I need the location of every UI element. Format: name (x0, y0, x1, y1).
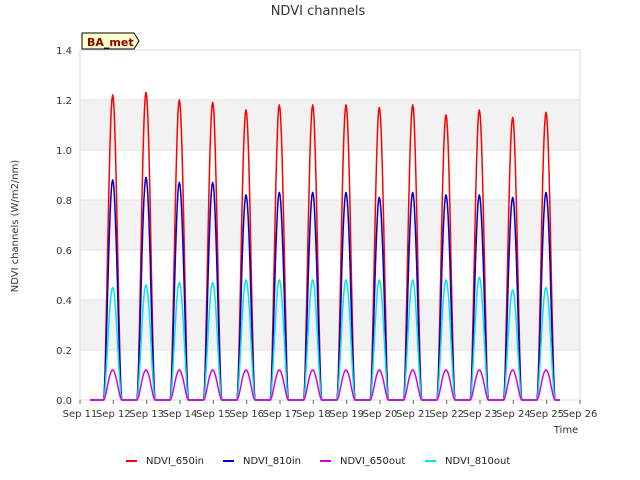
data-point-NDVI_650out (145, 369, 147, 371)
y-tick-label: 1.2 (56, 96, 72, 107)
data-point-NDVI_810out (178, 281, 181, 284)
y-tick-label: 0.0 (56, 396, 72, 407)
data-point-NDVI_650in (311, 104, 314, 106)
data-point-NDVI_650out (211, 369, 214, 371)
x-axis-label: Time (553, 425, 578, 436)
data-point-NDVI_650out (345, 369, 347, 371)
y-tick-label: 0.2 (56, 346, 72, 357)
data-point-NDVI_650in (478, 109, 481, 111)
data-point-NDVI_650out (245, 369, 247, 371)
data-point-NDVI_650in (411, 104, 414, 106)
data-point-NDVI_650in (111, 94, 114, 96)
data-point-NDVI_810in (111, 179, 114, 181)
data-point-NDVI_650in (211, 101, 214, 104)
data-point-NDVI_810out (311, 279, 314, 281)
data-point-NDVI_810out (345, 279, 347, 281)
data-point-NDVI_810out (545, 286, 547, 289)
data-point-NDVI_810in (511, 196, 514, 199)
x-tick-label: Sep 25 (529, 409, 564, 420)
data-point-NDVI_650out (545, 369, 547, 371)
y-tick-label: 1.4 (56, 46, 72, 57)
data-point-NDVI_650out (278, 369, 281, 371)
data-point-NDVI_810out (445, 279, 447, 281)
data-point-NDVI_810in (478, 194, 481, 196)
plot-band (80, 100, 580, 150)
data-point-NDVI_650in (511, 116, 514, 119)
data-point-NDVI_810out (478, 276, 481, 279)
data-point-NDVI_650out (411, 369, 414, 371)
x-tick-label: Sep 13 (129, 409, 164, 420)
x-tick-label: Sep 12 (96, 409, 131, 420)
data-point-NDVI_810in (245, 194, 247, 196)
x-tick-label: Sep 26 (563, 409, 598, 420)
data-point-NDVI_650in (178, 99, 181, 101)
series-line-NDVI_650out (90, 369, 560, 401)
data-point-NDVI_650in (378, 106, 381, 109)
data-point-NDVI_650out (311, 369, 314, 371)
data-point-NDVI_810in (178, 181, 181, 184)
data-point-NDVI_810in (145, 176, 147, 179)
data-point-NDVI_810out (511, 289, 514, 291)
x-tick-label: Sep 15 (196, 409, 231, 420)
data-point-NDVI_650out (178, 369, 181, 371)
x-tick-label: Sep 24 (496, 409, 531, 420)
data-point-NDVI_810out (278, 279, 281, 281)
data-point-NDVI_650in (145, 91, 147, 94)
y-axis-label: NDVI channels (W/m2/nm) (10, 160, 21, 293)
badge-box (81, 32, 140, 50)
data-point-NDVI_650in (278, 104, 281, 106)
x-tick-label: Sep 20 (363, 409, 398, 420)
y-tick-label: 1.0 (56, 146, 72, 157)
legend: NDVI_650in NDVI_810in NDVI_650out NDVI_810o… (126, 456, 510, 467)
chart-title: NDVI channels (271, 4, 366, 19)
data-point-NDVI_650out (511, 369, 514, 371)
data-point-NDVI_810in (445, 194, 447, 196)
data-point-NDVI_650in (545, 111, 547, 114)
y-tick-label: 0.8 (56, 196, 72, 207)
data-point-NDVI_810in (545, 191, 547, 194)
data-point-NDVI_650in (245, 109, 247, 111)
x-tick-label: Sep 23 (463, 409, 498, 420)
x-tick-label: Sep 18 (296, 409, 331, 420)
data-point-NDVI_810out (378, 279, 381, 281)
data-point-NDVI_650out (378, 369, 381, 371)
x-tick-label: Sep 16 (229, 409, 264, 420)
data-point-NDVI_810in (411, 191, 414, 194)
legend-label-NDVI_650out: NDVI_650out (340, 456, 405, 467)
x-tick-label: Sep 22 (429, 409, 464, 420)
plot-band (80, 200, 580, 250)
plot-band (80, 300, 580, 350)
x-tick-label: Sep 19 (329, 409, 364, 420)
badge: BA_met (81, 32, 140, 50)
data-point-NDVI_810in (211, 181, 214, 184)
data-point-NDVI_810out (411, 279, 414, 281)
data-point-NDVI_810out (245, 279, 247, 281)
badge-text: BA_met (87, 36, 134, 49)
data-point-NDVI_650in (345, 104, 347, 106)
data-point-NDVI_810in (278, 191, 281, 194)
legend-label-NDVI_810in: NDVI_810in (243, 456, 301, 467)
legend-label-NDVI_810out: NDVI_810out (445, 456, 510, 467)
data-point-NDVI_810out (111, 286, 114, 289)
x-tick-label: Sep 17 (263, 409, 298, 420)
y-tick-label: 0.6 (56, 246, 72, 257)
data-point-NDVI_810in (345, 191, 347, 194)
data-point-NDVI_650out (445, 369, 447, 371)
y-tick-label: 0.4 (56, 296, 72, 307)
data-point-NDVI_810out (145, 284, 147, 286)
data-point-NDVI_810in (311, 191, 314, 194)
legend-label-NDVI_650in: NDVI_650in (146, 456, 204, 467)
x-tick-label: Sep 21 (396, 409, 431, 420)
x-tick-label: Sep 11 (63, 409, 98, 420)
data-point-NDVI_810in (378, 196, 381, 199)
data-point-NDVI_810out (211, 281, 214, 284)
data-point-NDVI_650out (111, 369, 114, 371)
x-tick-label: Sep 14 (163, 409, 198, 420)
data-point-NDVI_650in (445, 114, 447, 116)
data-point-NDVI_650out (478, 369, 481, 371)
